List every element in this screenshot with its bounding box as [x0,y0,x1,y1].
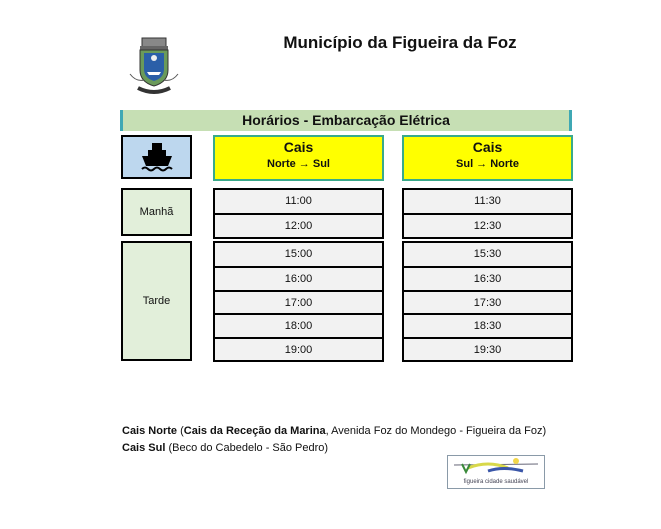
page-title: Município da Figueira da Foz [283,33,517,52]
time-cell: 19:30 [404,336,571,360]
time-cell: 16:30 [404,266,571,289]
note-text: ( [177,425,184,437]
time-cell: 18:30 [404,313,571,336]
boat-cell [121,135,192,179]
time-cell: 18:00 [215,313,382,336]
time-cell: 17:30 [404,289,571,313]
period-manha: Manhã [121,188,192,236]
logo-text: figueira cidade saudável [463,479,529,485]
note-text: (Beco do Cabedelo - São Pedro) [165,442,329,454]
column-label: Cais [283,139,314,155]
column-label: Cais [472,139,503,155]
note-cais-sul: Cais Sul (Beco do Cabedelo - São Pedro) [122,440,546,457]
times-manha-sul-norte: 11:30 12:30 [402,188,573,239]
column-route: Sul → Norte [456,158,519,170]
time-cell: 19:00 [215,336,382,360]
column-route: Norte → Sul [267,158,330,170]
time-cell: 12:30 [404,213,571,236]
time-cell: 11:00 [285,195,312,207]
times-tarde-norte-sul: 15:00 16:00 17:00 18:00 19:00 [213,241,384,362]
time-cell: 12:00 [215,213,382,236]
time-cell: 15:30 [473,248,502,260]
location-notes: Cais Norte (Cais da Receção da Marina, A… [122,423,546,457]
time-cell: 16:00 [215,266,382,289]
ship-icon [140,143,173,172]
note-label: Cais Sul [122,442,166,454]
time-cell: 15:00 [284,248,313,260]
note-place: Cais da Receção da Marina [183,425,326,437]
figueira-cidade-saudavel-logo: figueira cidade saudável [447,455,545,489]
column-header-norte-sul: Cais Norte → Sul [213,135,384,181]
time-cell: 17:00 [215,289,382,313]
note-label: Cais Norte [122,425,178,437]
schedule-title: Horários - Embarcação Elétrica [120,110,572,131]
times-manha-norte-sul: 11:00 12:00 [213,188,384,239]
note-text: , Avenida Foz do Mondego - Figueira da F… [325,425,547,437]
municipal-coat-of-arms [126,36,182,98]
period-tarde: Tarde [121,241,192,361]
note-cais-norte: Cais Norte (Cais da Receção da Marina, A… [122,423,546,440]
column-header-sul-norte: Cais Sul → Norte [402,135,573,181]
time-cell: 11:30 [474,195,501,207]
times-tarde-sul-norte: 15:30 16:30 17:30 18:30 19:30 [402,241,573,362]
